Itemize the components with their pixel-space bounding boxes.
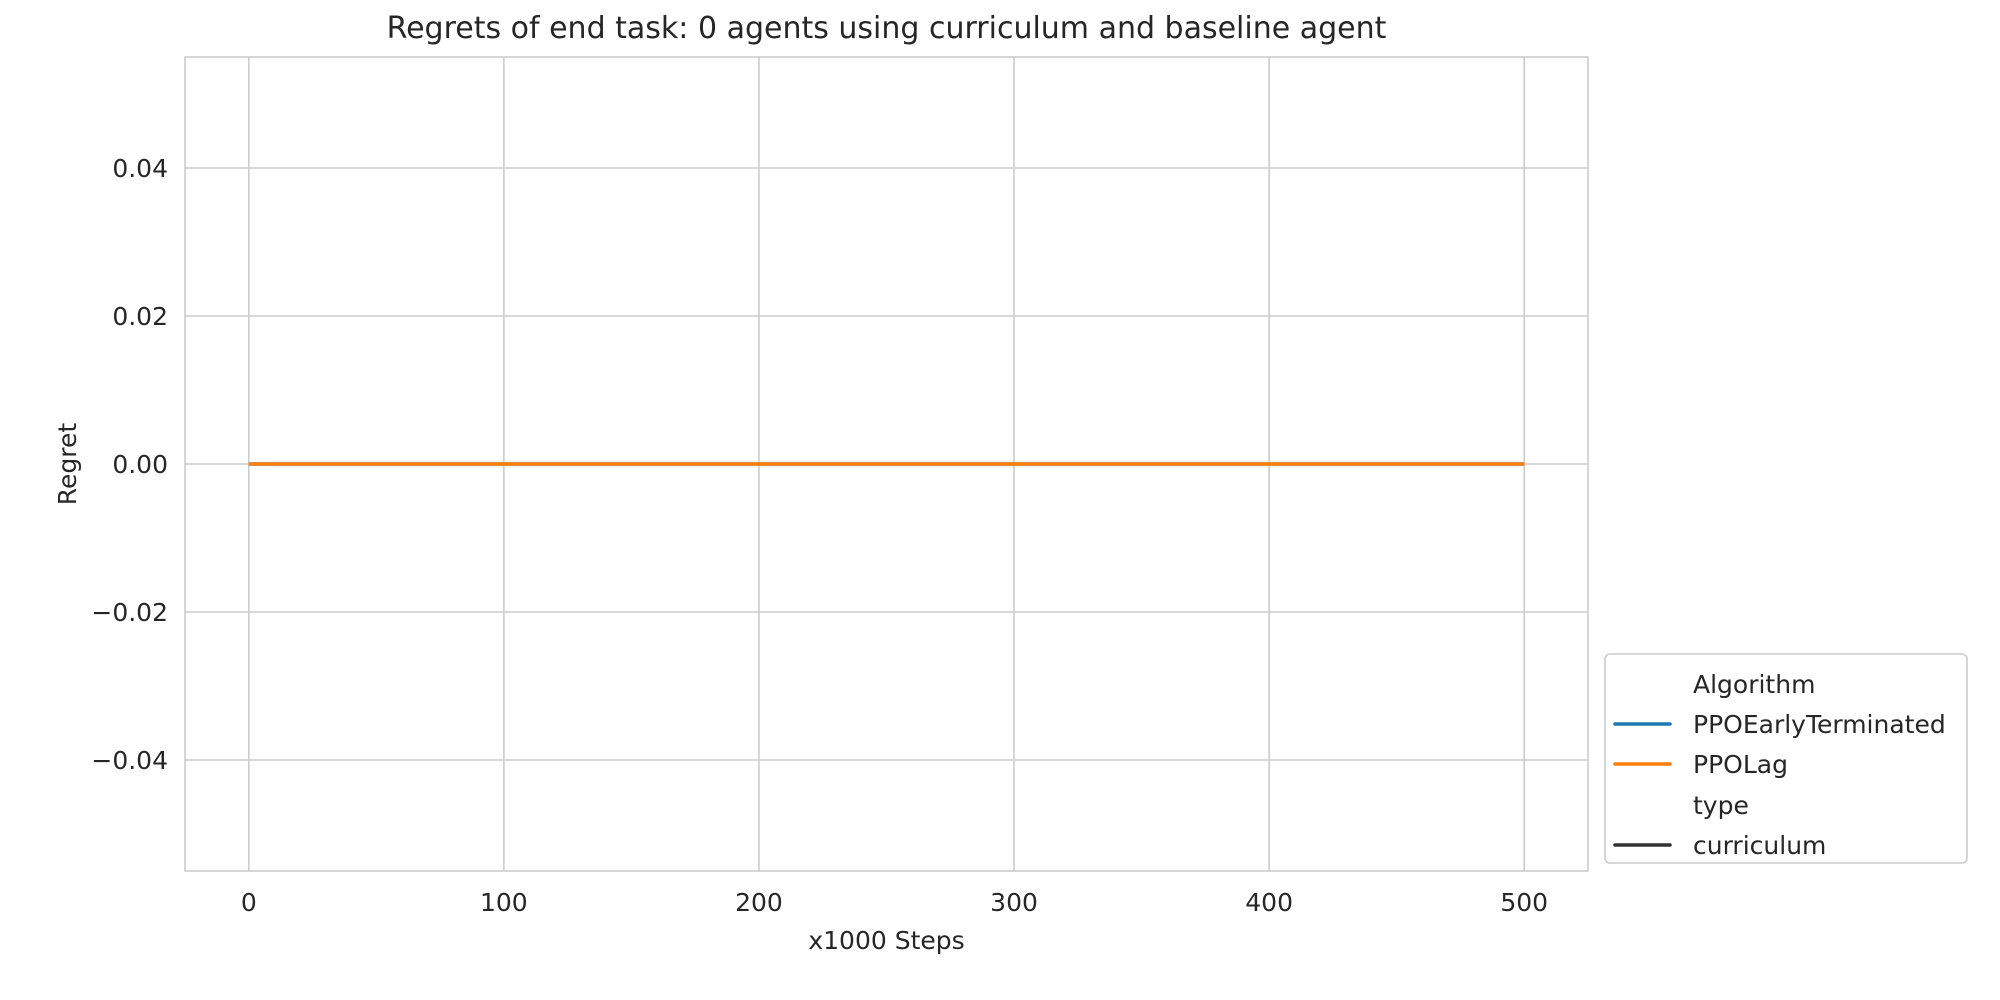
legend-label-curriculum: curriculum [1693,831,1826,860]
legend-label-ppolag: PPOLag [1693,750,1788,779]
x-tick-label: 300 [990,888,1038,917]
x-tick-label: 500 [1500,888,1548,917]
tick-labels: 0 100 200 300 400 500 0.04 0.02 0.00 −0.02 −0.04 [91,154,1548,917]
y-tick-label: 0.04 [112,154,168,183]
y-axis-title: Regret [53,423,82,506]
plot-area [184,56,1589,872]
legend-title-type: type [1693,791,1749,820]
x-tick-label: 0 [241,888,257,917]
y-tick-label: −0.04 [91,746,168,775]
x-tick-label: 200 [735,888,783,917]
y-tick-label: 0.00 [112,450,168,479]
y-tick-label: −0.02 [91,598,168,627]
legend-label-ppoearlyterminated: PPOEarlyTerminated [1693,710,1946,739]
legend: Algorithm PPOEarlyTerminated PPOLag type… [1604,653,1968,864]
x-axis-title: x1000 Steps [808,926,964,955]
x-tick-label: 400 [1245,888,1293,917]
legend-title-algorithm: Algorithm [1693,670,1815,699]
x-tick-label: 100 [480,888,528,917]
chart-title: Regrets of end task: 0 agents using curr… [387,11,1387,46]
legend-box [1604,653,1968,864]
y-tick-label: 0.02 [112,302,168,331]
